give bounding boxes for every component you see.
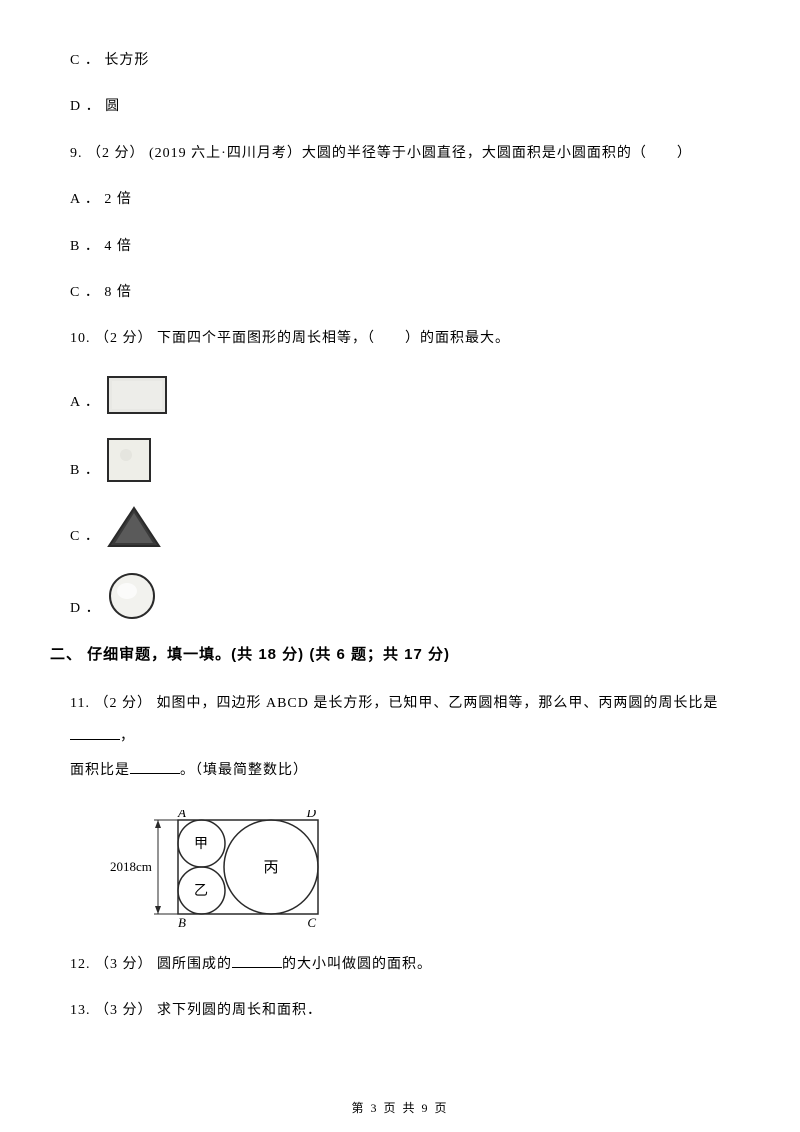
q10-c-label: C ．	[70, 526, 100, 548]
q10-option-b: B ．	[70, 437, 740, 483]
label-B: B	[178, 915, 186, 930]
q9-option-c: C ． 8 倍	[70, 282, 740, 304]
q10-option-d: D ．	[70, 571, 740, 621]
q11-diagram: A D B C 甲 乙 丙 2018cm	[110, 810, 740, 930]
q8-option-c: C ． 长方形	[70, 50, 740, 72]
q11-part1: 11. （2 分） 如图中，四边形 ABCD 是长方形，已知甲、乙两圆相等，那么…	[70, 696, 718, 711]
q9-option-a: A ． 2 倍	[70, 189, 740, 211]
q12-part2: 的大小叫做圆的面积。	[282, 957, 432, 972]
q10-stem: 10. （2 分） 下面四个平面图形的周长相等，（ ）的面积最大。	[70, 328, 740, 350]
q8-option-d: D ． 圆	[70, 96, 740, 118]
label-jia: 甲	[194, 837, 208, 852]
rectangle-icon	[106, 375, 168, 415]
q12-stem: 12. （3 分） 圆所围成的 的大小叫做圆的面积。	[70, 954, 740, 976]
label-C: C	[307, 915, 316, 930]
q9-option-b: B ． 4 倍	[70, 236, 740, 258]
label-yi: 乙	[194, 883, 208, 899]
label-bing: 丙	[263, 860, 278, 876]
q11-stem: 11. （2 分） 如图中，四边形 ABCD 是长方形，已知甲、乙两圆相等，那么…	[70, 687, 740, 788]
section2-header: 二、 仔细审题，填一填。(共 18 分) (共 6 题；共 17 分)	[50, 643, 740, 667]
page-footer: 第 3 页 共 9 页	[0, 1099, 800, 1118]
triangle-icon	[106, 505, 162, 549]
label-dim: 2018cm	[110, 859, 152, 874]
q11-blank1	[70, 726, 120, 740]
square-icon	[106, 437, 152, 483]
label-A: A	[177, 810, 186, 820]
label-D: D	[306, 810, 317, 820]
q11-blank2	[130, 760, 180, 774]
q11-part2: ，	[120, 729, 135, 744]
q12-part1: 12. （3 分） 圆所围成的	[70, 957, 232, 972]
q10-d-label: D ．	[70, 598, 101, 620]
q12-blank	[232, 954, 282, 968]
q11-part4: 。（填最简整数比）	[180, 763, 308, 778]
q9-stem: 9. （2 分） (2019 六上·四川月考）大圆的半径等于小圆直径，大圆面积是…	[70, 143, 740, 165]
q10-b-label: B ．	[70, 460, 100, 482]
q10-option-c: C ．	[70, 505, 740, 549]
q13-stem: 13. （3 分） 求下列圆的周长和面积．	[70, 1000, 740, 1022]
q11-part3: 面积比是	[70, 763, 130, 778]
q10-a-label: A ．	[70, 392, 100, 414]
q10-option-a: A ．	[70, 375, 740, 415]
circle-icon	[107, 571, 157, 621]
